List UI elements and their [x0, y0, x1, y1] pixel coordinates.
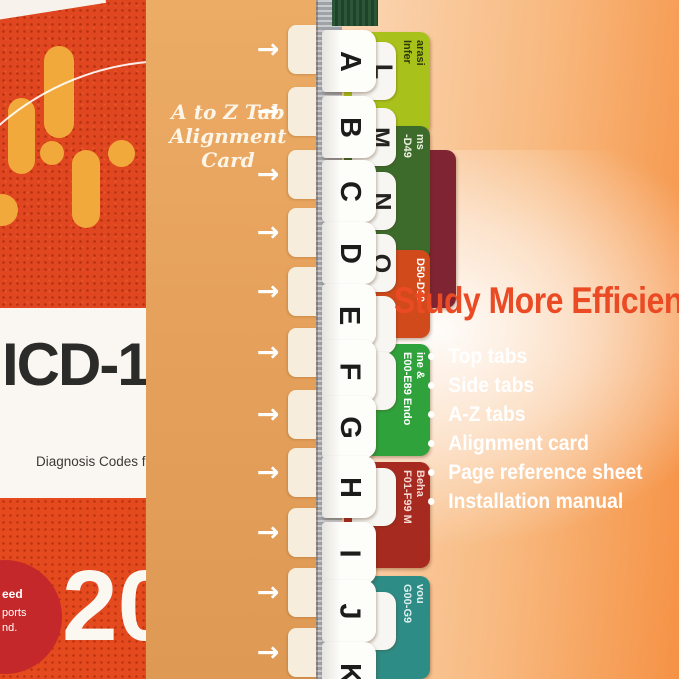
- cover-art: [0, 0, 146, 308]
- alignment-slot: [288, 568, 320, 617]
- alignment-slot: [288, 208, 320, 257]
- alignment-card-title: A to Z Tab Alignment Card: [152, 100, 304, 172]
- alignment-slot: [288, 87, 320, 136]
- badge-text: eed ports nd.: [2, 588, 26, 634]
- arrow-icon: →: [256, 159, 280, 190]
- arrow-icon: →: [256, 637, 280, 668]
- book-cover: ICD-10 Diagnosis Codes fo eed ports nd. …: [0, 0, 146, 679]
- book-year: 20: [62, 550, 146, 662]
- chapter-tab-label: F01-F99 M: [401, 470, 413, 524]
- feature-label: A-Z tabs: [448, 402, 526, 426]
- list-item: Side tabs: [428, 371, 643, 400]
- list-item: Page reference sheet: [428, 458, 643, 487]
- bullet-dot-icon: [428, 353, 435, 360]
- chapter-tab-label: G00-G9: [401, 584, 413, 624]
- cover-corner-highlight: [0, 0, 107, 21]
- feature-label: Page reference sheet: [448, 460, 643, 484]
- bullet-dot-icon: [428, 498, 435, 505]
- arrow-icon: →: [256, 517, 280, 548]
- book-spine-top: [332, 0, 378, 26]
- chapter-tab-label: Beha: [414, 470, 426, 497]
- bullet-dot-icon: [428, 440, 435, 447]
- arrow-icon: →: [256, 577, 280, 608]
- cover-bottom-band: eed ports nd. 20: [0, 498, 146, 679]
- chapter-tab-label: D50-D89: [414, 258, 426, 303]
- feature-label: Side tabs: [448, 373, 535, 397]
- alignment-slot: [288, 448, 320, 497]
- bullet-dot-icon: [428, 411, 435, 418]
- chapter-tab-label: ms: [414, 134, 426, 150]
- letter-tab: K: [322, 642, 376, 679]
- arrow-icon: →: [256, 276, 280, 307]
- letter-tab: F: [322, 340, 376, 402]
- letter-tab: C: [322, 160, 376, 222]
- arrow-icon: →: [256, 457, 280, 488]
- badge-line: ports: [2, 607, 27, 619]
- feature-label: Installation manual: [448, 489, 624, 513]
- arrow-icon: →: [256, 399, 280, 430]
- chapter-tab-label: ine &: [414, 352, 426, 379]
- letter-tab: J: [322, 580, 376, 642]
- letter-tab: D: [322, 222, 376, 284]
- alignment-slot: [288, 628, 320, 677]
- alignment-card-title-line2: Alignment Card: [169, 124, 287, 172]
- feature-label: Alignment card: [448, 431, 589, 455]
- chapter-tab-label: vou: [414, 584, 426, 604]
- feature-list: Top tabs Side tabs A-Z tabs Alignment ca…: [428, 342, 661, 516]
- list-item: Alignment card: [428, 429, 643, 458]
- letter-tab: H: [322, 456, 376, 518]
- book-title: ICD-10: [2, 331, 146, 398]
- arrow-icon: →: [256, 217, 280, 248]
- letter-tab: E: [322, 284, 376, 346]
- cover-title-band: ICD-10 Diagnosis Codes fo: [0, 308, 146, 498]
- alignment-slot: [288, 267, 320, 316]
- letter-tab: I: [322, 522, 376, 584]
- alignment-slot: [288, 150, 320, 199]
- chapter-tab-label: -D49: [401, 134, 413, 158]
- arrow-icon: →: [256, 34, 280, 65]
- bullet-dot-icon: [428, 469, 435, 476]
- arrow-icon: →: [256, 96, 280, 127]
- letter-tab: G: [322, 396, 376, 458]
- chapter-tab-label: E00-E89 Endo: [401, 352, 413, 426]
- feature-label: Top tabs: [448, 344, 528, 368]
- list-item: Top tabs: [428, 342, 643, 371]
- arrow-icon: →: [256, 337, 280, 368]
- alignment-slot: [288, 390, 320, 439]
- bullet-dot-icon: [428, 382, 435, 389]
- list-item: A-Z tabs: [428, 400, 643, 429]
- letter-tab: A: [322, 30, 376, 92]
- chapter-tab-label: arasi: [414, 40, 426, 66]
- list-item: Installation manual: [428, 487, 643, 516]
- alignment-slot: [288, 508, 320, 557]
- badge-line: eed: [2, 587, 23, 601]
- badge-line: nd.: [2, 622, 18, 634]
- letter-tab: B: [322, 96, 376, 158]
- chapter-tab-label: Infer: [401, 40, 413, 64]
- promo-heading: Study More Efficiently: [394, 280, 679, 321]
- alignment-card: A to Z Tab Alignment Card → → → → → → → …: [146, 0, 320, 679]
- alignment-slot: [288, 25, 320, 74]
- book-subtitle: Diagnosis Codes fo: [36, 454, 146, 469]
- alignment-card-title-line1: A to Z Tab: [171, 100, 285, 124]
- alignment-slot: [288, 328, 320, 377]
